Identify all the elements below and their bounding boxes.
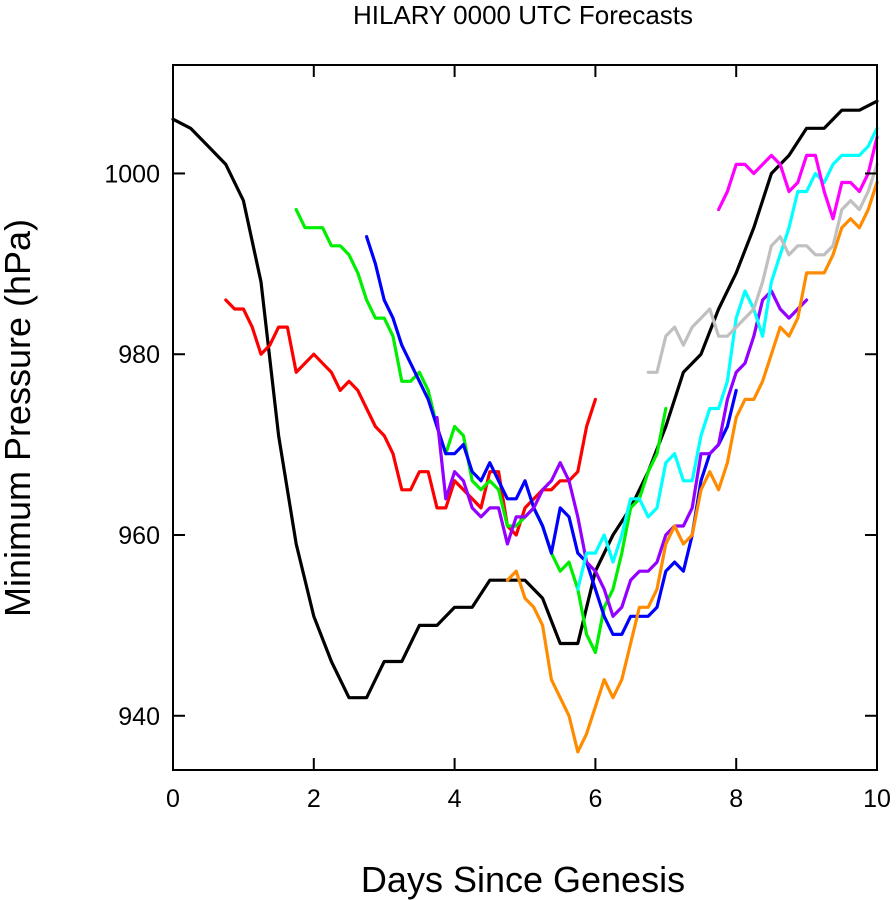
forecast-line-2 <box>224 298 597 537</box>
x-tick-label: 10 <box>863 785 891 813</box>
forecast-line-6 <box>505 180 879 754</box>
axis-ticks: 0 2 4 6 8 10 940 960 980 1000 <box>104 65 891 813</box>
x-tick-label: 6 <box>588 785 602 813</box>
forecast-line-8 <box>646 162 879 374</box>
forecast-line-7 <box>576 126 879 591</box>
x-tick-label: 4 <box>448 785 462 813</box>
forecast-line-3 <box>294 208 668 655</box>
x-tick-label: 2 <box>307 785 321 813</box>
forecast-line-9 <box>717 135 879 221</box>
x-tick-label: 8 <box>729 785 743 813</box>
plot-frame <box>172 64 878 771</box>
x-axis-label: Days Since Genesis <box>361 859 685 900</box>
y-tick-label: 940 <box>118 703 160 731</box>
y-tick-label: 960 <box>118 522 160 550</box>
series-layer <box>171 99 879 754</box>
y-tick-label: 1000 <box>104 160 160 188</box>
x-tick-label: 0 <box>166 785 180 813</box>
forecast-line-5 <box>435 289 809 618</box>
y-tick-label: 980 <box>118 341 160 369</box>
chart-title: HILARY 0000 UTC Forecasts <box>353 0 693 30</box>
forecast-line-1 <box>171 99 879 700</box>
y-axis-label: Minimum Pressure (hPa) <box>0 219 38 617</box>
forecast-line-4 <box>365 235 738 636</box>
